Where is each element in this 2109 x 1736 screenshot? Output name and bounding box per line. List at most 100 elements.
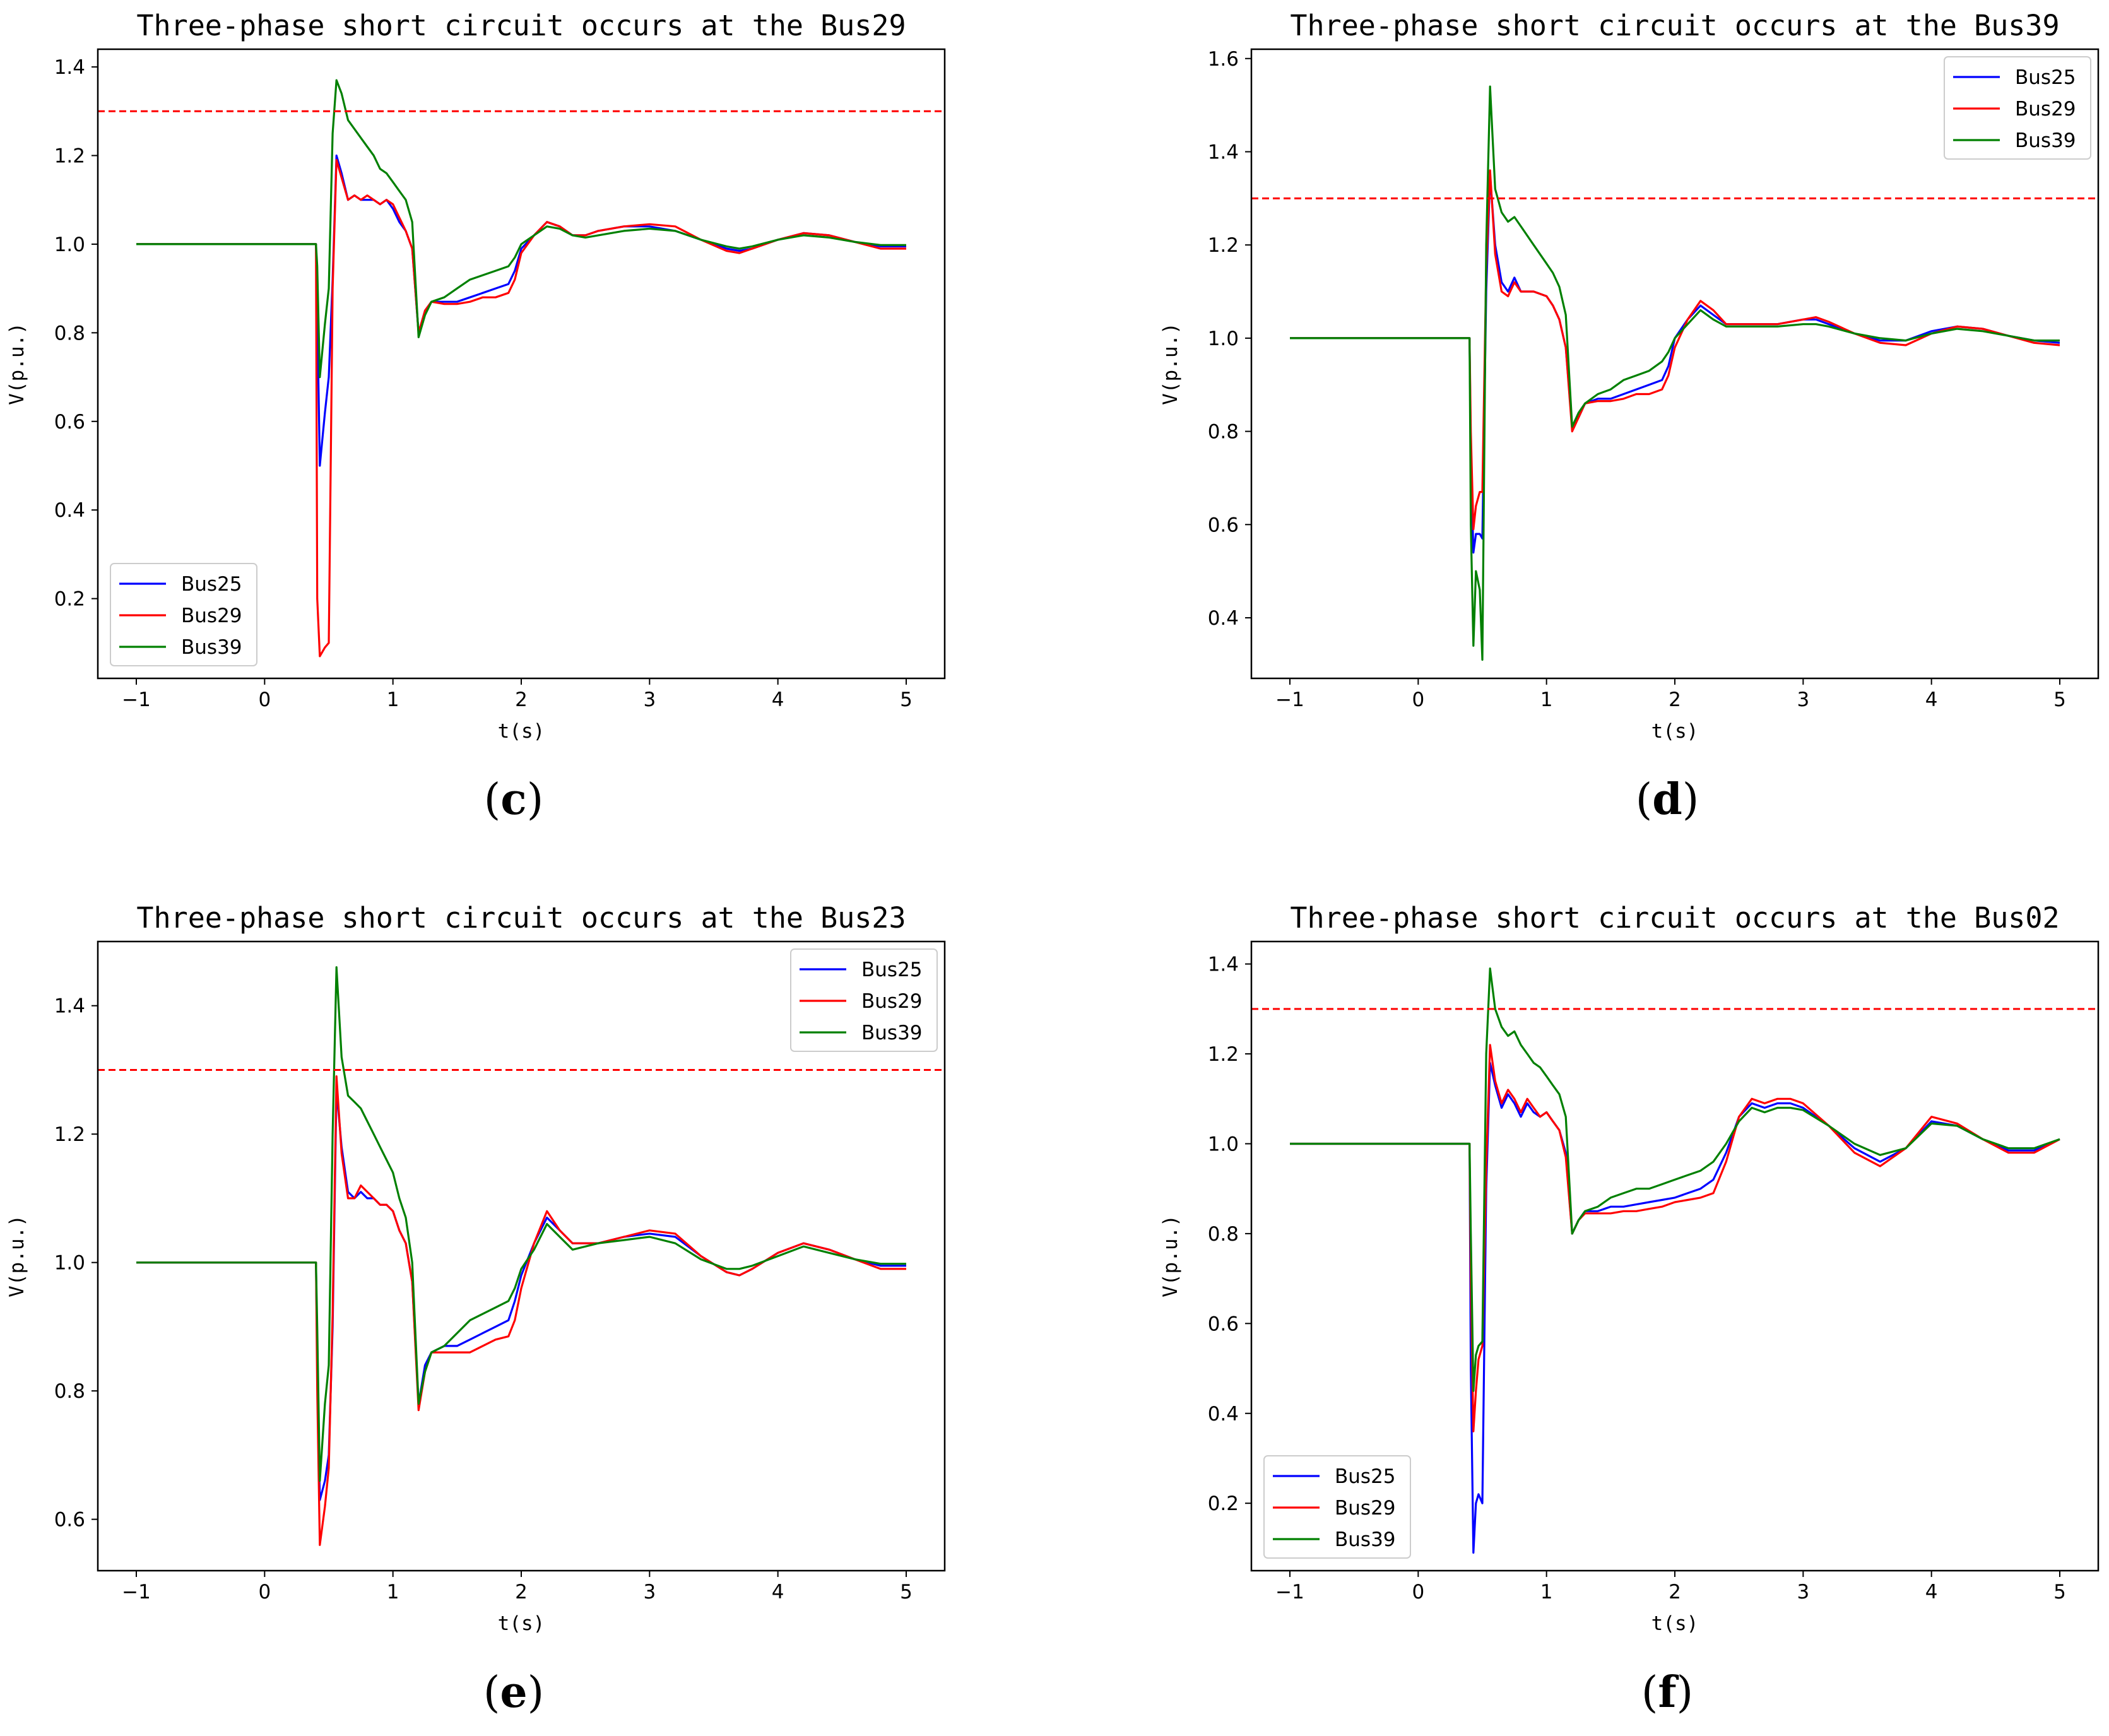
x-tick-label: 1 [1540,688,1553,711]
legend-box [1263,1455,1411,1559]
x-tick-label: 4 [1925,1581,1938,1603]
y-tick-label: 1.4 [54,995,85,1018]
legend-label-bus25: Bus25 [861,959,923,981]
x-tick-label: 5 [900,1581,913,1603]
x-tick-label: 0 [1412,688,1424,711]
caption-letter: d [1652,774,1682,825]
y-tick-label: 1.0 [54,1252,85,1275]
x-tick-label: −1 [1275,688,1304,711]
y-tick-label: 1.2 [54,145,85,168]
caption-close-paren: ) [1682,775,1699,825]
x-tick-label: 1 [1540,1581,1553,1603]
x-tick-label: 2 [1669,688,1681,711]
x-tick-label: 1 [387,688,399,711]
x-axis-label: t(s) [1651,720,1699,743]
chart-panel-c: Three-phase short circuit occurs at the … [6,9,946,825]
series-line-bus39 [136,79,906,379]
caption-close-paren: ) [1677,1668,1694,1718]
y-tick-label: 1.0 [1208,328,1239,350]
series-line-bus25 [1290,174,2060,554]
legend-label-bus39: Bus39 [181,636,242,659]
x-tick-label: 2 [515,688,528,711]
legend-box [110,563,257,666]
y-tick-label: 0.8 [1208,1223,1239,1246]
legend-label-bus29: Bus29 [2015,98,2076,121]
y-tick-label: 1.0 [1208,1133,1239,1155]
x-tick-label: 4 [1925,688,1938,711]
x-tick-label: 3 [643,1581,656,1603]
x-tick-label: 0 [1412,1581,1424,1603]
series-line-bus29 [1290,1044,2060,1432]
y-tick-label: 0.8 [54,322,85,345]
x-tick-label: 1 [387,1581,399,1603]
chart-title: Three-phase short circuit occurs at the … [136,901,906,935]
y-tick-label: 1.4 [1208,954,1239,976]
caption-letter: e [500,1667,527,1718]
caption-open-paren: ( [1641,1668,1658,1718]
series-line-bus25 [1290,1061,2060,1554]
panel-caption: (e) [483,1667,544,1718]
y-tick-label: 1.0 [54,233,85,256]
chart-panel-d: Three-phase short circuit occurs at the … [1159,9,2100,825]
y-tick-label: 0.2 [54,588,85,611]
x-tick-label: −1 [122,688,151,711]
caption-close-paren: ) [527,775,544,825]
y-tick-label: 0.6 [54,411,85,434]
series-line-bus39 [136,966,906,1482]
series-line-bus39 [1290,85,2060,661]
legend-label-bus39: Bus39 [2015,129,2076,152]
y-tick-label: 0.6 [1208,514,1239,536]
legend-box [790,948,938,1052]
x-axis-label: t(s) [498,1612,545,1635]
y-tick-label: 1.4 [1208,141,1239,163]
caption-letter: c [500,774,526,825]
chart-title: Three-phase short circuit occurs at the … [1290,9,2059,42]
y-tick-label: 1.6 [1208,48,1239,71]
x-tick-label: 2 [1669,1581,1681,1603]
series-line-bus39 [1290,967,2060,1392]
y-tick-label: 0.6 [1208,1313,1239,1335]
y-tick-label: 1.2 [1208,234,1239,257]
caption-open-paren: ( [484,775,501,825]
x-tick-label: 5 [2053,1581,2066,1603]
panel-caption: (c) [484,774,543,825]
y-tick-label: 1.4 [54,56,85,79]
series-line-bus29 [1290,169,2060,531]
legend-label-bus25: Bus25 [1335,1465,1396,1488]
chart-title: Three-phase short circuit occurs at the … [136,9,906,42]
y-tick-label: 0.4 [1208,1403,1239,1426]
chart-panel-e: Three-phase short circuit occurs at the … [6,901,946,1718]
chart-title: Three-phase short circuit occurs at the … [1290,901,2059,935]
legend-label-bus25: Bus25 [2015,66,2076,89]
x-tick-label: −1 [122,1581,151,1603]
x-tick-label: 2 [515,1581,528,1603]
legend-label-bus29: Bus29 [1335,1497,1396,1520]
x-tick-label: 5 [2053,688,2066,711]
series-line-bus25 [136,154,906,467]
legend-label-bus25: Bus25 [181,573,242,596]
caption-open-paren: ( [1636,775,1653,825]
legend-label-bus39: Bus39 [861,1022,923,1044]
y-axis-label: V(p.u.) [1159,322,1182,405]
y-tick-label: 0.6 [54,1509,85,1532]
chart-panel-f: Three-phase short circuit occurs at the … [1159,901,2100,1718]
legend-label-bus39: Bus39 [1335,1528,1396,1551]
y-axis-label: V(p.u.) [1159,1215,1182,1297]
x-tick-label: 4 [772,1581,784,1603]
caption-letter: f [1658,1667,1679,1718]
x-tick-label: −1 [1275,1581,1304,1603]
series-line-bus29 [136,1075,906,1546]
panel-caption: (d) [1636,774,1699,825]
x-tick-label: 3 [643,688,656,711]
x-tick-label: 0 [258,1581,271,1603]
legend-box [1944,56,2091,160]
y-axis-label: V(p.u.) [6,322,28,405]
y-tick-label: 0.4 [1208,607,1239,630]
y-tick-label: 0.8 [1208,421,1239,444]
y-tick-label: 0.4 [54,499,85,522]
x-axis-label: t(s) [1651,1612,1699,1635]
series-line-bus29 [136,158,906,658]
series-line-bus25 [136,1088,906,1501]
legend-label-bus29: Bus29 [181,605,242,627]
